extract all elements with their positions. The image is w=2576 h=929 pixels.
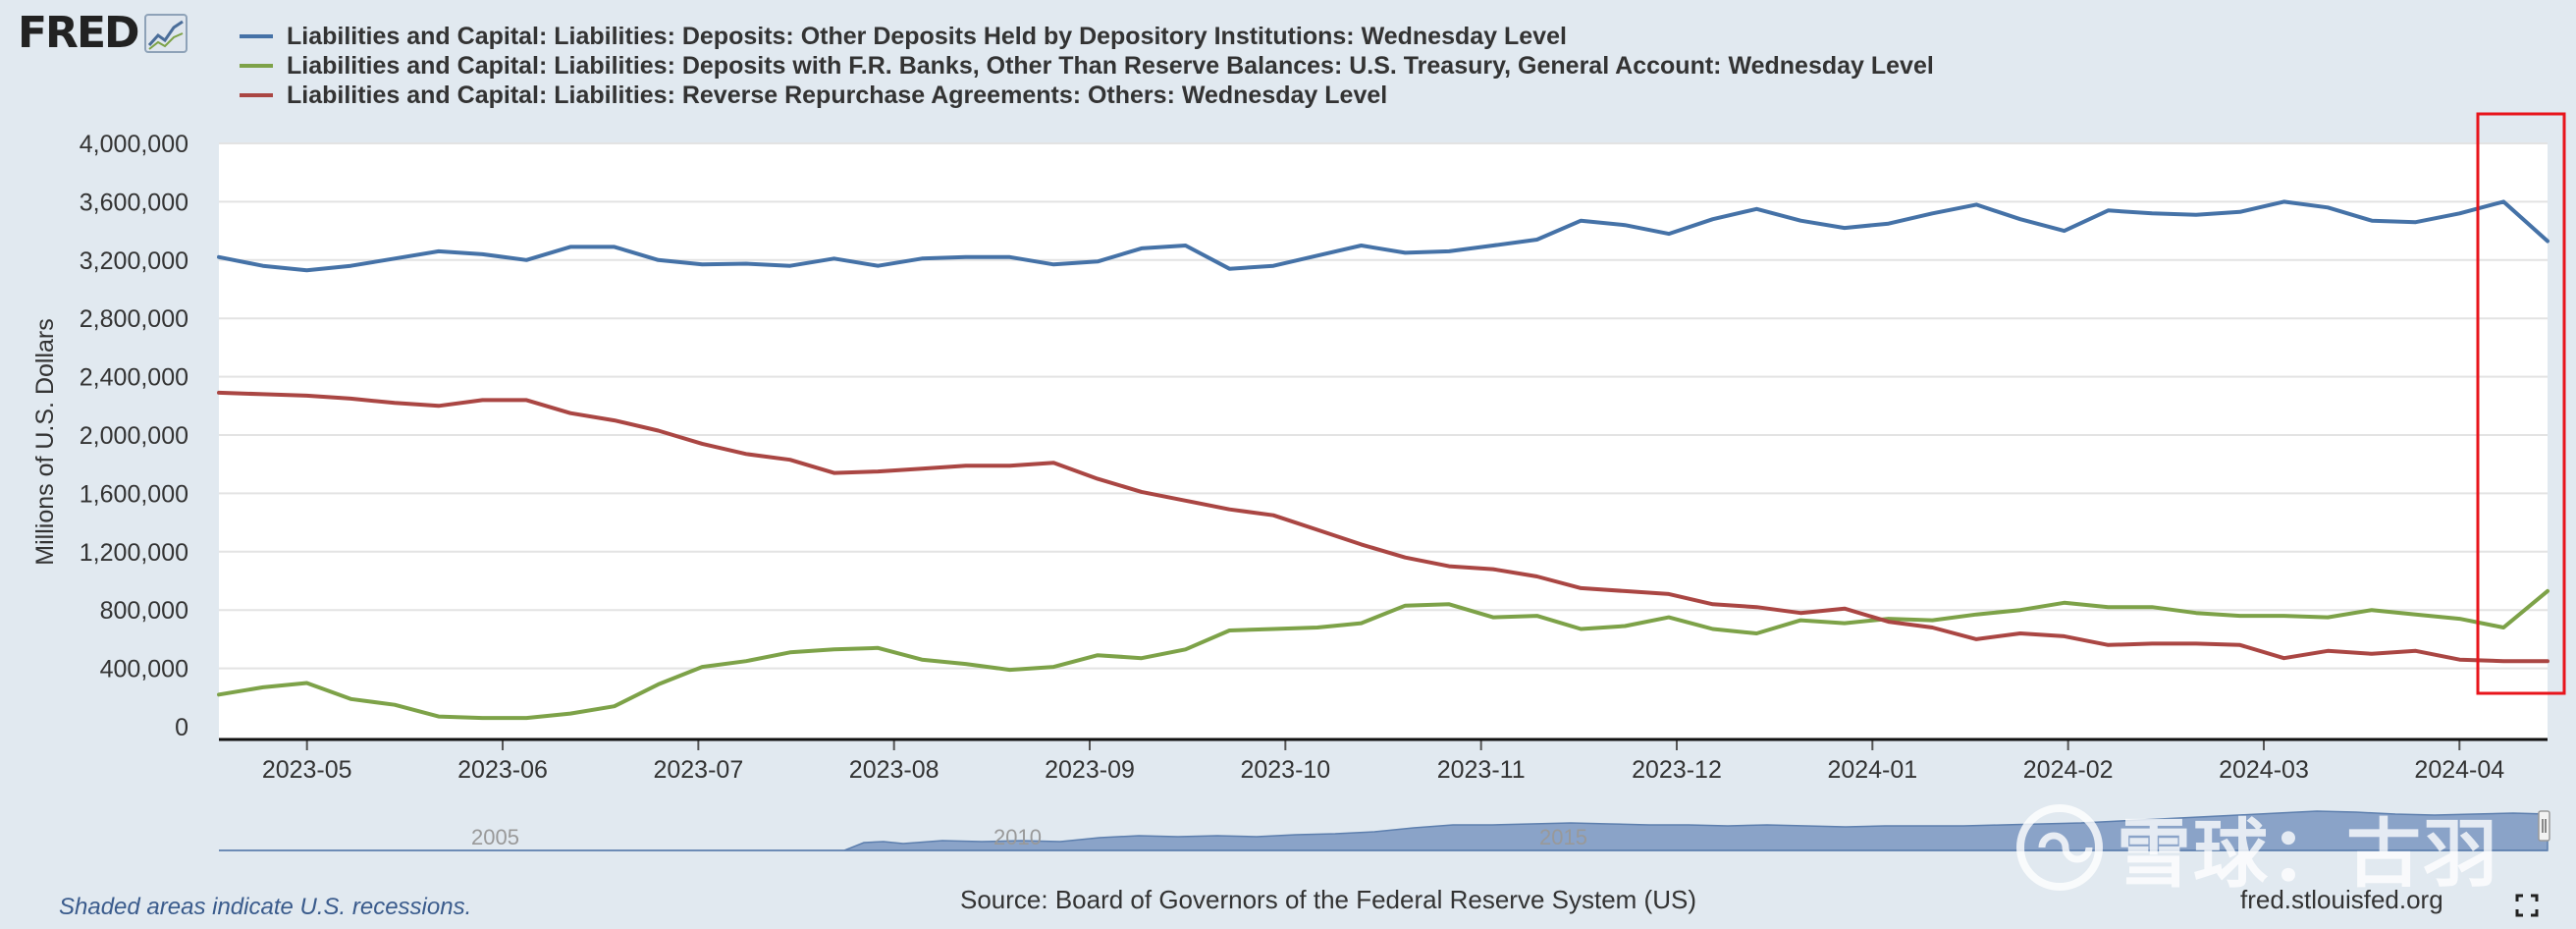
navigator-handle[interactable] xyxy=(2538,810,2550,842)
x-tick-label: 2023-07 xyxy=(653,756,743,784)
x-tick-label: 2024-02 xyxy=(2023,756,2114,784)
y-tick-label: 1,600,000 xyxy=(80,480,188,508)
x-tick-label: 2023-05 xyxy=(262,756,352,784)
chart-trend-icon xyxy=(143,14,188,53)
y-tick-label: 1,200,000 xyxy=(80,539,188,567)
series-line[interactable] xyxy=(217,588,2549,721)
y-tick-label: 800,000 xyxy=(100,597,188,625)
xueqiu-logo-icon xyxy=(2016,804,2103,891)
fred-url-link[interactable]: fred.stlouisfed.org xyxy=(2240,885,2443,914)
y-tick-label: 0 xyxy=(175,714,188,741)
legend-label: Liabilities and Capital: Liabilities: De… xyxy=(287,22,1567,50)
legend-item[interactable]: Liabilities and Capital: Liabilities: De… xyxy=(240,51,1934,81)
x-tick-label: 2024-01 xyxy=(1827,756,1917,784)
y-tick-label: 400,000 xyxy=(100,656,188,683)
x-tick-label: 2023-10 xyxy=(1240,756,1330,784)
navigator-series-area xyxy=(219,810,2549,851)
legend: Liabilities and Capital: Liabilities: De… xyxy=(240,22,1934,110)
fullscreen-icon[interactable] xyxy=(2515,894,2539,917)
series-line[interactable] xyxy=(217,390,2549,664)
y-axis-ticks: 0 400,000 800,000 1,200,000 1,600,000 2,000,0… xyxy=(80,131,188,741)
y-axis-label: Millions of U.S. Dollars xyxy=(31,318,59,565)
watermark: 雪球：古羽 xyxy=(2014,793,2499,902)
legend-swatch xyxy=(240,34,273,38)
y-tick-label: 4,000,000 xyxy=(80,131,188,158)
series-lines xyxy=(217,199,2549,721)
fred-logo-text: FRED xyxy=(18,8,140,58)
x-tick-label: 2024-04 xyxy=(2414,756,2504,784)
legend-swatch xyxy=(240,93,273,97)
series-line[interactable] xyxy=(217,199,2549,273)
gridlines xyxy=(219,142,2548,670)
highlight-box xyxy=(2476,112,2566,695)
x-axis-ticks: 2023-05 2023-06 2023-07 2023-08 2023-09 2023-… xyxy=(262,739,2504,784)
fred-logo[interactable]: FRED xyxy=(18,12,188,55)
legend-label: Liabilities and Capital: Liabilities: Re… xyxy=(287,81,1388,109)
source-text: Source: Board of Governors of the Federa… xyxy=(960,885,1696,914)
navigator-year-label: 2005 xyxy=(471,825,519,849)
x-tick-label: 2024-03 xyxy=(2219,756,2309,784)
x-tick-label: 2023-09 xyxy=(1045,756,1135,784)
y-tick-label: 3,200,000 xyxy=(80,247,188,275)
y-tick-label: 2,400,000 xyxy=(80,364,188,392)
x-tick-label: 2023-12 xyxy=(1632,756,1722,784)
navigator-year-label: 2010 xyxy=(993,825,1042,849)
legend-item[interactable]: Liabilities and Capital: Liabilities: Re… xyxy=(240,81,1934,110)
legend-swatch xyxy=(240,64,273,68)
x-tick-label: 2023-06 xyxy=(457,756,548,784)
navigator-year-label: 2015 xyxy=(1539,825,1587,849)
plot-background xyxy=(219,143,2548,739)
x-tick-label: 2023-11 xyxy=(1437,756,1526,784)
y-tick-label: 2,800,000 xyxy=(80,305,188,333)
x-tick-label: 2023-08 xyxy=(849,756,939,784)
legend-item[interactable]: Liabilities and Capital: Liabilities: De… xyxy=(240,22,1934,51)
y-tick-label: 2,000,000 xyxy=(80,422,188,450)
navigator[interactable]: 2005 2010 2015 xyxy=(219,805,2550,851)
watermark-text: 雪球：古羽 xyxy=(2117,810,2499,898)
recession-note: Shaded areas indicate U.S. recessions. xyxy=(59,894,472,920)
y-tick-label: 3,600,000 xyxy=(80,189,188,216)
legend-label: Liabilities and Capital: Liabilities: De… xyxy=(287,51,1934,80)
